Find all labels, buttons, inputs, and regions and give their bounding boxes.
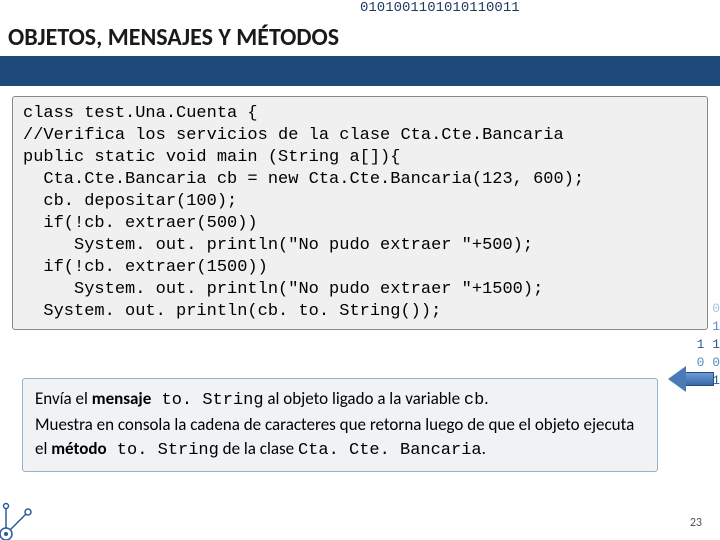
page-number: 23 <box>690 516 702 530</box>
bold-text: mensaje <box>92 388 152 409</box>
code-block: class test.Una.Cuenta { //Verifica los s… <box>12 96 708 330</box>
code-line: System. out. println("No pudo extraer "+… <box>23 280 543 299</box>
code-line: //Verifica los servicios de la clase Cta… <box>23 126 564 145</box>
mono-text: to. String <box>107 441 219 460</box>
explanation-box: Envía el mensaje to. String al objeto li… <box>22 378 658 472</box>
slide-title: OBJETOS, MENSAJES Y MÉTODOS <box>0 23 339 52</box>
binary-line: 1 1 <box>600 336 720 354</box>
explanation-line-2: Muestra en consola la cadena de caracter… <box>35 413 645 463</box>
mono-text: Cta. Cte. Bancaria <box>298 441 482 460</box>
code-line: System. out. println(cb. to. String()); <box>23 302 441 321</box>
bold-text: método <box>51 438 106 459</box>
arrow-left-icon <box>668 366 714 392</box>
header-band: OBJETOS, MENSAJES Y MÉTODOS <box>0 18 720 56</box>
code-line: if(!cb. extraer(1500)) <box>23 258 268 277</box>
mono-text: cb <box>464 391 484 410</box>
code-line: if(!cb. extraer(500)) <box>23 214 258 233</box>
code-line: cb. depositar(100); <box>23 192 237 211</box>
code-line: class test.Una.Cuenta { <box>23 104 258 123</box>
mono-text: to. String <box>151 391 263 410</box>
code-line: System. out. println("No pudo extraer "+… <box>23 236 533 255</box>
corner-circuit-icon <box>0 500 40 540</box>
binary-line: 0101001101010110011 <box>360 0 720 16</box>
explanation-line-1: Envía el mensaje to. String al objeto li… <box>35 387 645 413</box>
code-line: Cta.Cte.Bancaria cb = new Cta.Cte.Bancar… <box>23 170 584 189</box>
code-line: public static void main (String a[]){ <box>23 148 400 167</box>
